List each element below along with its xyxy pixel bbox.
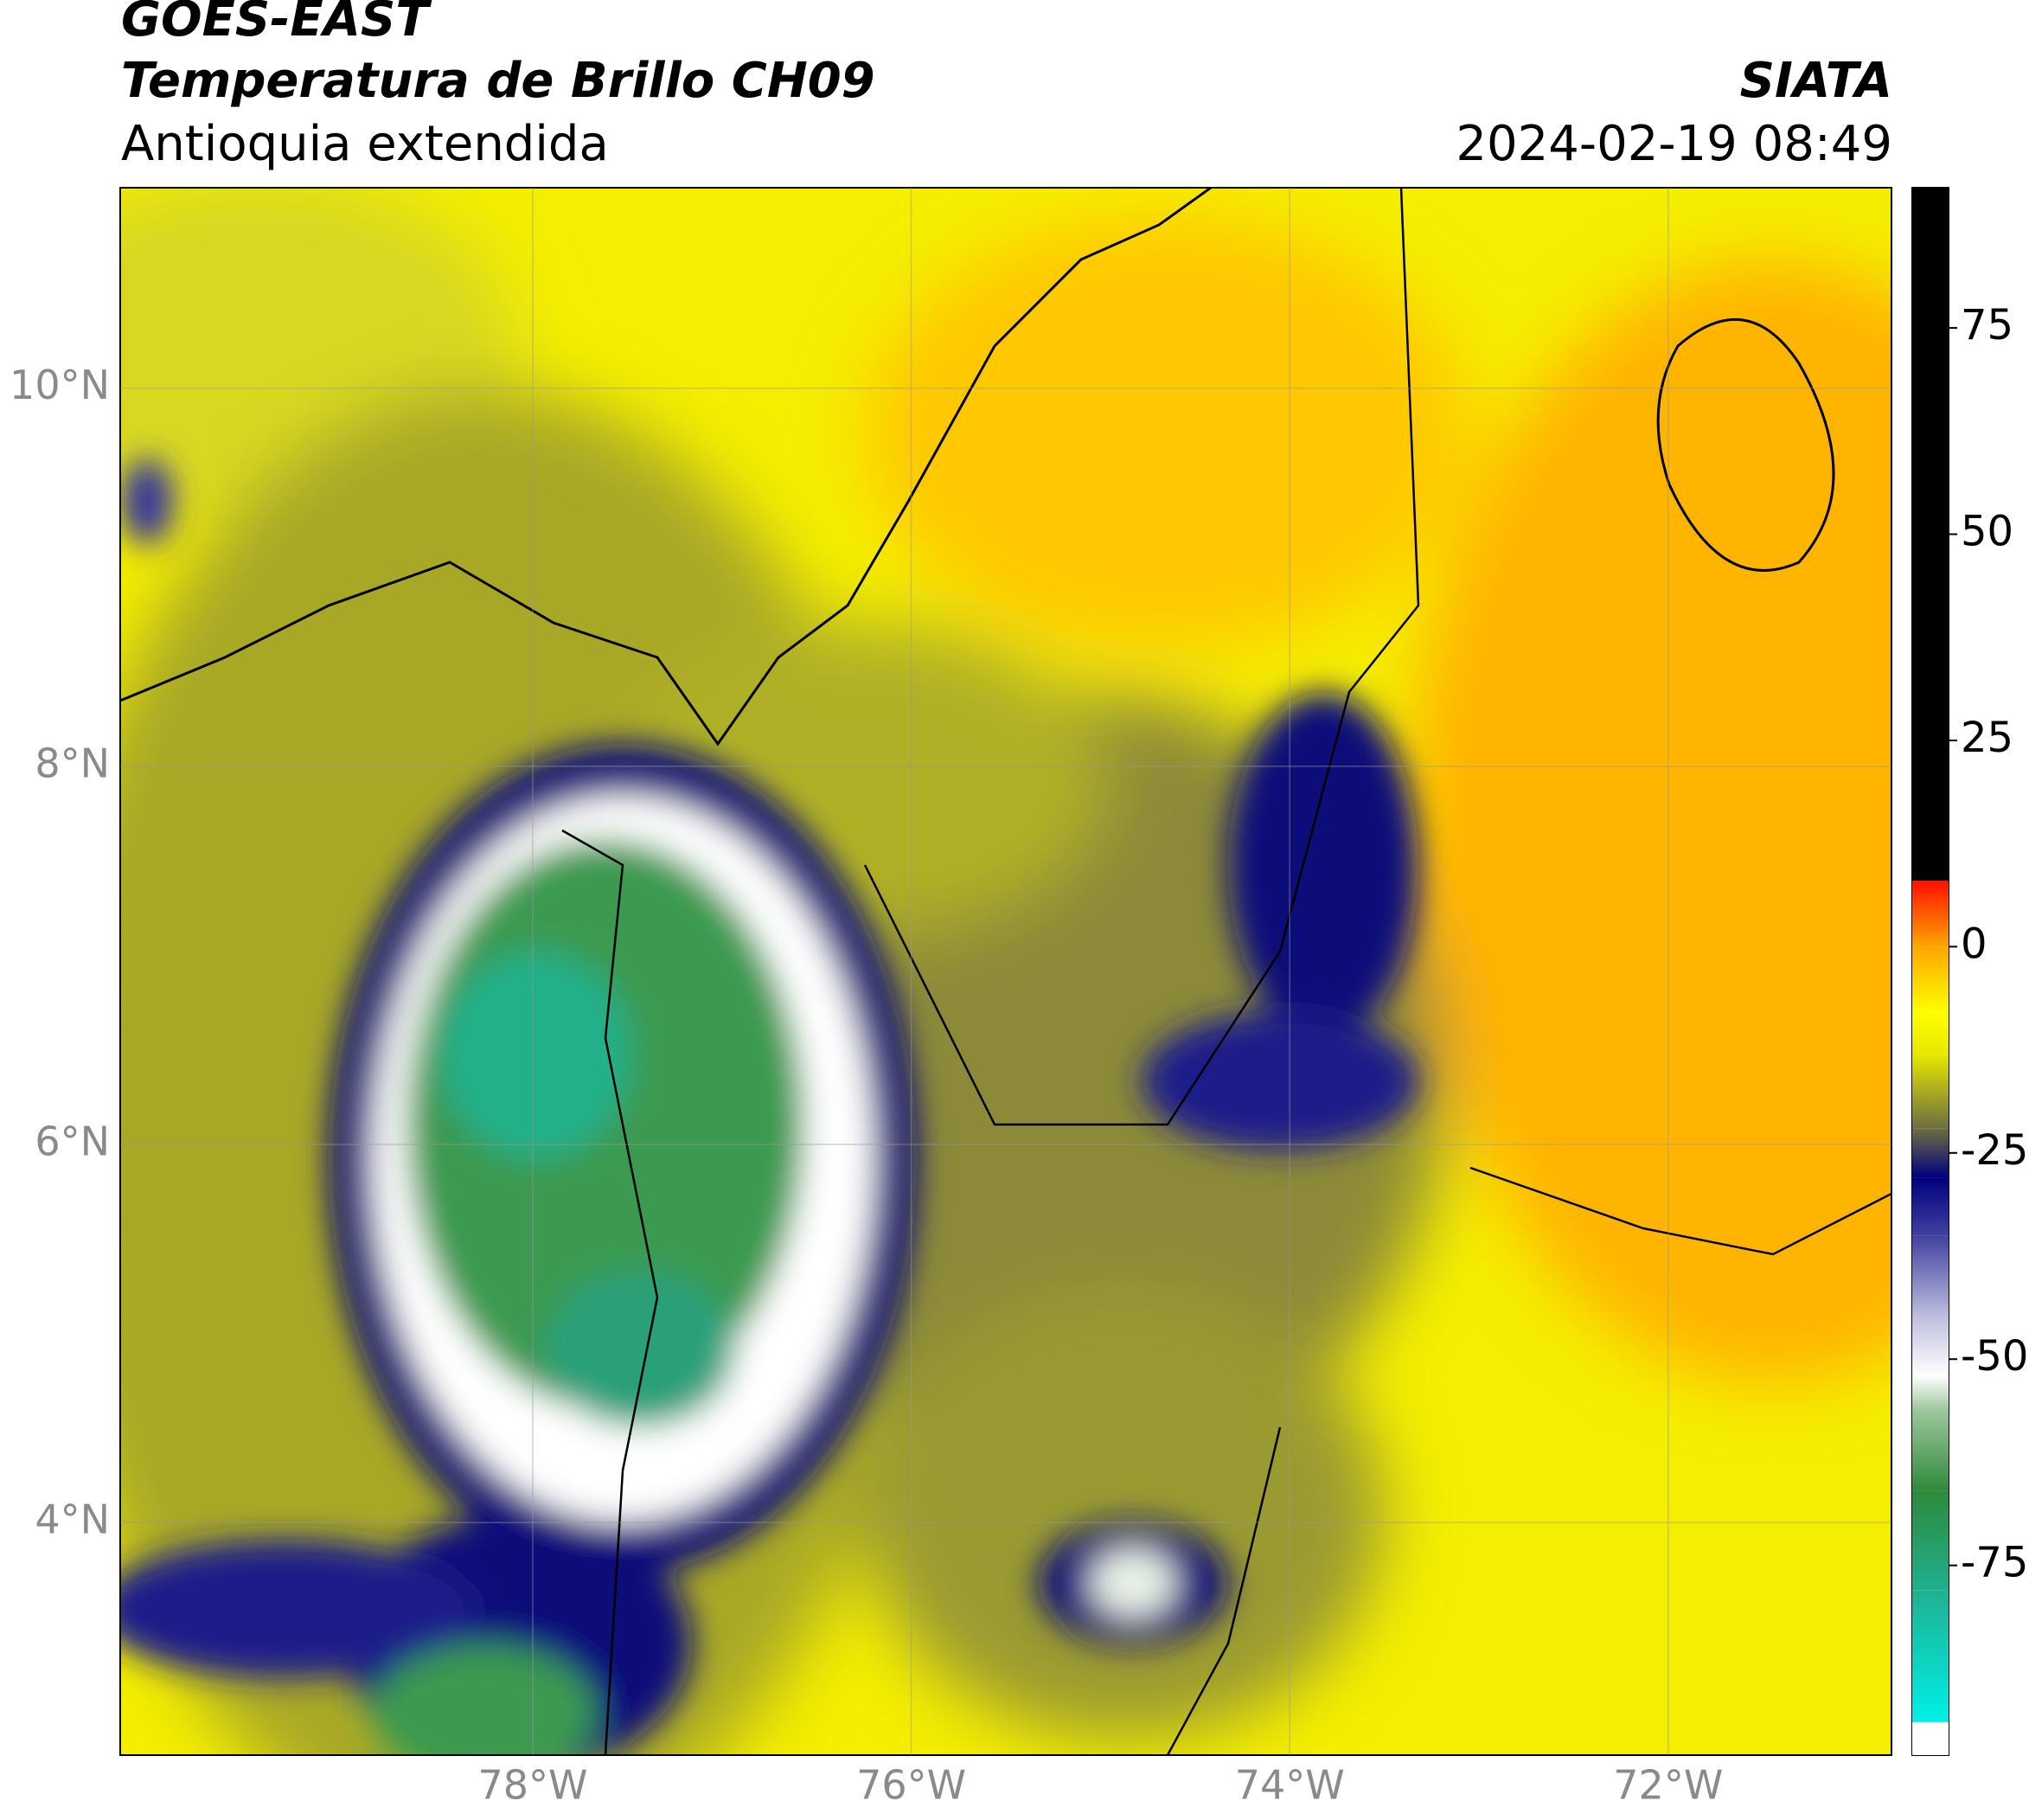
colorbar-segment <box>1912 1317 1949 1376</box>
colorbar-tick-label: -25 <box>1961 1126 2028 1175</box>
x-tick-label: 74°W <box>1235 1762 1345 1809</box>
colorbar-segment <box>1912 188 1949 881</box>
satellite-image <box>120 188 1891 1755</box>
colorbar-segment <box>1912 1177 1949 1236</box>
y-tick-label: 6°N <box>35 1118 110 1164</box>
region: Antioquia extendida <box>121 116 609 172</box>
colorbar-segment <box>1912 1128 1949 1178</box>
colorbar-segment <box>1912 1721 1949 1755</box>
x-tick-label: 78°W <box>477 1762 587 1809</box>
colorbar-segment <box>1912 1054 1949 1129</box>
source: SIATA <box>1740 53 1892 109</box>
y-tick-label: 8°N <box>35 740 110 786</box>
subtitle: Temperatura de Brillo CH09 <box>121 53 875 109</box>
map-layer: 10°N 8°N 6°N 4°N 78°W 76°W 74°W 72°W 75 50 25 0 -25 -… <box>10 188 2028 1809</box>
colorbar-segment <box>1912 1590 1949 1722</box>
x-tick-label: 76°W <box>856 1762 966 1809</box>
colorbar-tick-label: 75 <box>1961 301 2013 349</box>
colorbar-segment <box>1912 1490 1949 1591</box>
y-tick-label: 10°N <box>10 362 110 408</box>
colorbar-tick-label: -50 <box>1961 1332 2028 1381</box>
colorbar-tick-label: 50 <box>1961 508 2013 556</box>
colorbar-tick-label: -75 <box>1961 1539 2028 1587</box>
colorbar-segment <box>1912 946 1949 1013</box>
colorbar-segment <box>1912 1408 1949 1491</box>
y-tick-label: 4°N <box>35 1496 110 1543</box>
x-tick-label: 72°W <box>1613 1762 1723 1809</box>
colorbar-tick-label: 0 <box>1961 920 1987 968</box>
map-frame <box>119 187 1892 1756</box>
colorbar-segment <box>1912 1375 1949 1409</box>
colorbar-segment <box>1912 1012 1949 1054</box>
colorbar-tick-label: 25 <box>1961 714 2013 762</box>
colorbar-segment <box>1912 881 1949 947</box>
timestamp: 2024-02-19 08:49 <box>1456 116 1892 172</box>
colorbar-segment <box>1912 1235 1949 1318</box>
title: GOES-EAST <box>121 0 432 48</box>
